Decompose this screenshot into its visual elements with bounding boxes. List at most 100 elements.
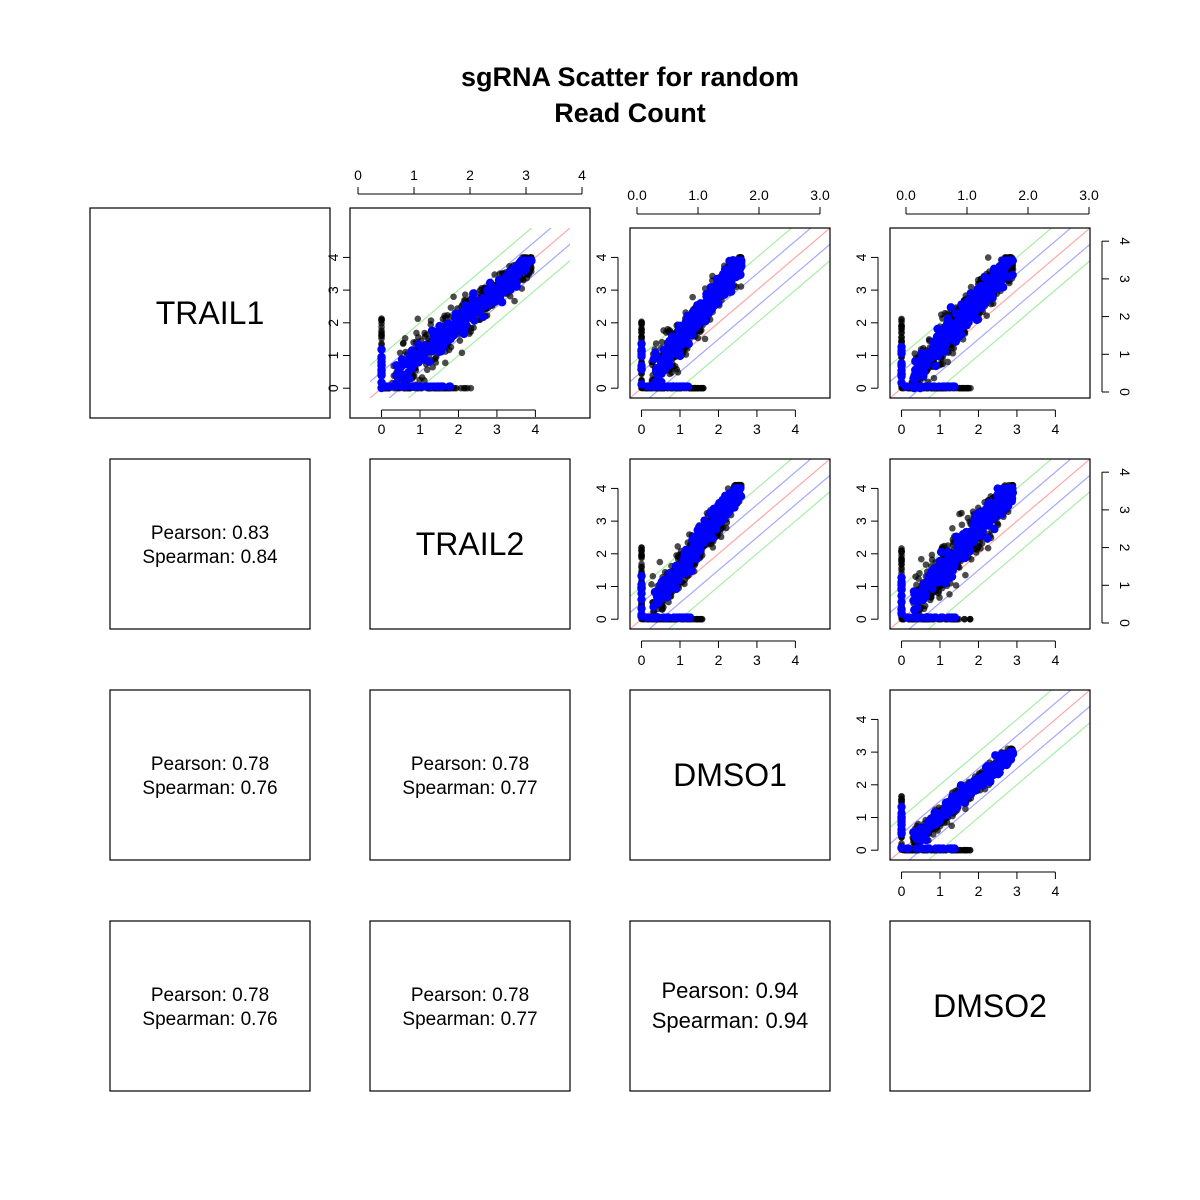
tick-label: 1 [676, 421, 684, 437]
highlight-point [965, 547, 975, 556]
tick-label: 4 [1051, 421, 1059, 437]
highlight-point [661, 580, 671, 589]
panel-frame [889, 458, 1091, 630]
highlight-point [907, 382, 917, 391]
tick-label: 2 [853, 550, 869, 558]
plot-area [370, 228, 570, 398]
highlight-point [683, 311, 692, 321]
spearman-label: Spearman: 0.84 [142, 547, 278, 568]
highlight-point [1000, 495, 1009, 504]
data-point [649, 572, 657, 580]
data-point [966, 846, 974, 854]
data-point [456, 337, 464, 344]
highlight-point [720, 290, 729, 299]
reference-line-identity [630, 459, 830, 629]
tick-label: 0 [898, 421, 906, 437]
data-point [666, 370, 674, 378]
reference-line-band-2 [927, 490, 1090, 629]
data-point [660, 603, 667, 611]
variable-label-trail1: TRAIL1 [156, 295, 264, 331]
highlight-point [688, 551, 697, 560]
point-cloud-highlight [897, 256, 1017, 393]
highlight-point [938, 346, 947, 356]
data-point [427, 317, 435, 324]
diagonal-frame [629, 689, 831, 861]
highlight-point [428, 340, 438, 350]
data-point [898, 334, 905, 341]
data-point [431, 355, 439, 362]
correlation-frame [369, 689, 571, 861]
spearman-label: Spearman: 0.76 [142, 1009, 277, 1030]
highlight-point [897, 370, 906, 379]
data-point [935, 589, 942, 597]
highlight-point [897, 597, 906, 607]
highlight-point [663, 382, 672, 391]
tick-label: 1 [593, 351, 609, 359]
data-point [723, 524, 730, 532]
highlight-point [682, 382, 691, 391]
diagonal-panel-dmso2: DMSO2 [889, 920, 1091, 1092]
highlight-point [438, 382, 448, 391]
highlight-point [637, 339, 646, 348]
highlight-point [637, 589, 646, 598]
highlight-point [990, 513, 999, 523]
reference-line-identity [630, 228, 830, 398]
panel-frame [889, 227, 1091, 399]
highlight-point [467, 299, 477, 308]
tick-label: 0 [638, 652, 646, 668]
highlight-point [728, 487, 738, 496]
highlight-point [504, 268, 514, 277]
highlight-point [421, 355, 430, 364]
highlight-point [401, 382, 411, 391]
highlight-point [503, 284, 513, 294]
highlight-point [670, 577, 680, 586]
pearson-label: Pearson: 0.78 [411, 985, 529, 1006]
highlight-point [695, 536, 704, 546]
highlight-point [969, 309, 978, 318]
tick-label: 3 [325, 286, 341, 294]
reference-line-band-1 [648, 474, 830, 629]
highlight-point [712, 287, 721, 297]
data-point [958, 521, 966, 529]
pearson-label: Pearson: 0.78 [411, 754, 529, 775]
highlight-point [913, 613, 923, 622]
tick-label: 4 [791, 421, 799, 437]
highlight-point [712, 274, 722, 284]
highlight-point [928, 352, 937, 362]
data-point [709, 544, 717, 551]
data-point [949, 525, 956, 532]
highlight-point [922, 361, 932, 370]
highlight-point [913, 588, 922, 598]
highlight-point [637, 604, 646, 613]
highlight-point [1005, 256, 1014, 265]
highlight-point [649, 354, 658, 364]
highlight-point [946, 303, 956, 312]
reference-line-band-2 [667, 259, 830, 398]
highlight-point [377, 345, 386, 354]
data-point [423, 366, 431, 374]
highlight-point [970, 535, 979, 544]
highlight-point [663, 592, 672, 602]
highlight-point [480, 302, 489, 311]
data-point [658, 338, 666, 346]
highlight-point [651, 613, 660, 622]
tick-label: 0 [593, 615, 609, 623]
highlight-point [970, 301, 980, 310]
highlight-point [897, 361, 906, 371]
tick-label: 4 [1051, 652, 1059, 668]
highlight-point [921, 589, 930, 599]
highlight-point [987, 505, 997, 514]
reference-line-band-1 [648, 243, 830, 398]
data-point [674, 543, 682, 550]
data-point [928, 551, 936, 559]
highlight-point [917, 348, 926, 358]
reference-line-band-2 [890, 690, 1053, 829]
tick-label: 1 [325, 351, 341, 359]
